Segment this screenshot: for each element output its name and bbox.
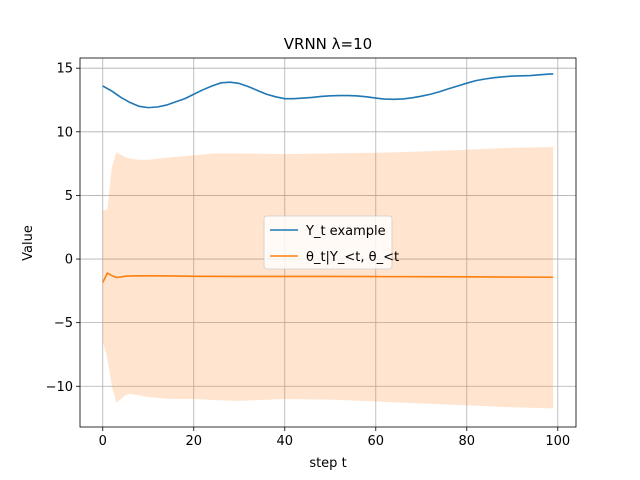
axes-frame	[79, 57, 577, 428]
legend-entry-label: θ_t|Y_<t, θ_<t	[306, 250, 399, 265]
x-tick-label: 20	[185, 434, 202, 449]
legend-entry-label: Y_t example	[305, 224, 386, 239]
y-tick-label: 15	[56, 62, 73, 77]
series-group	[102, 73, 554, 409]
x-tick-label: 60	[368, 434, 385, 449]
chart-title: VRNN λ=10	[284, 35, 372, 53]
series-line-theta	[102, 272, 554, 283]
y-tick-label: −10	[46, 380, 73, 395]
y-tick-label: 10	[56, 125, 73, 140]
x-tick-label: 0	[99, 434, 107, 449]
y-tick-label: 5	[65, 189, 73, 204]
series-line-yt	[102, 73, 554, 109]
x-tick-label: 100	[545, 434, 570, 449]
plot-area: 0 20 40 60 80 100 −10 −5 0 5 10 15	[46, 57, 577, 449]
y-tick-label: −5	[54, 316, 73, 331]
legend: Y_t example θ_t|Y_<t, θ_<t	[263, 215, 399, 270]
y-tick-label: 0	[65, 253, 73, 268]
x-tick-label: 40	[276, 434, 293, 449]
x-tick-label: 80	[459, 434, 476, 449]
confidence-band	[102, 147, 554, 409]
y-axis-label: Value	[21, 225, 36, 261]
x-axis-label: step t	[309, 456, 346, 471]
